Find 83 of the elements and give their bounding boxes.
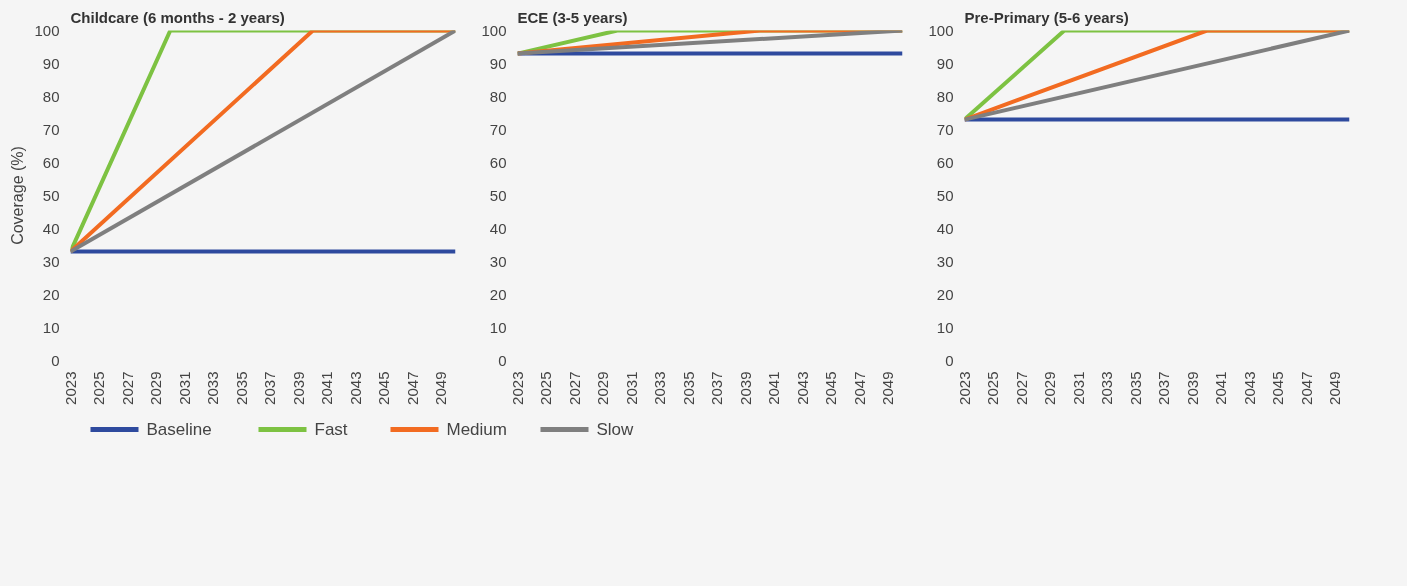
x-tick-label: 2033 [204, 371, 222, 405]
y-tick-label: 20 [936, 285, 954, 303]
x-tick-label: 2045 [1269, 371, 1287, 405]
x-tick-label: 2031 [1069, 371, 1087, 405]
x-tick-label: 2023 [508, 371, 526, 405]
y-tick-label: 50 [489, 186, 507, 204]
y-tick-label: 60 [42, 153, 60, 171]
y-tick-label: 80 [489, 87, 507, 105]
x-tick-label: 2029 [1041, 371, 1059, 405]
x-tick-label: 2039 [1183, 371, 1201, 405]
y-tick-label: 80 [42, 87, 60, 105]
y-tick-label: 0 [498, 351, 507, 369]
y-tick-label: 20 [42, 285, 60, 303]
y-tick-label: 100 [34, 21, 60, 39]
x-tick-label: 2037 [1155, 371, 1173, 405]
x-tick-label: 2029 [147, 371, 165, 405]
x-tick-label: 2045 [822, 371, 840, 405]
y-tick-label: 20 [489, 285, 507, 303]
y-tick-label: 50 [42, 186, 60, 204]
y-tick-label: 100 [928, 21, 954, 39]
y-tick-label: 10 [936, 318, 954, 336]
x-tick-label: 2033 [1098, 371, 1116, 405]
y-tick-label: 80 [936, 87, 954, 105]
x-tick-label: 2023 [955, 371, 973, 405]
x-tick-label: 2049 [432, 371, 450, 405]
legend-label: Slow [596, 420, 635, 439]
x-tick-label: 2025 [537, 371, 555, 405]
y-tick-label: 70 [42, 120, 60, 138]
y-axis-title: Coverage (%) [9, 146, 27, 245]
y-tick-label: 60 [489, 153, 507, 171]
x-tick-label: 2041 [1212, 371, 1230, 405]
x-tick-label: 2025 [90, 371, 108, 405]
x-tick-label: 2037 [708, 371, 726, 405]
x-tick-label: 2027 [1012, 371, 1030, 405]
legend-label: Medium [446, 420, 507, 439]
x-tick-label: 2043 [346, 371, 364, 405]
y-tick-label: 70 [936, 120, 954, 138]
x-tick-label: 2033 [651, 371, 669, 405]
x-tick-label: 2049 [1326, 371, 1344, 405]
x-tick-label: 2035 [232, 371, 250, 405]
chart-title: Pre-Primary (5-6 years) [964, 8, 1129, 26]
x-tick-label: 2027 [565, 371, 583, 405]
y-tick-label: 10 [42, 318, 60, 336]
x-tick-label: 2039 [736, 371, 754, 405]
y-tick-label: 10 [489, 318, 507, 336]
y-tick-label: 90 [42, 54, 60, 72]
x-tick-label: 2035 [1126, 371, 1144, 405]
x-tick-label: 2043 [793, 371, 811, 405]
x-tick-label: 2027 [118, 371, 136, 405]
y-tick-label: 90 [936, 54, 954, 72]
x-tick-label: 2049 [879, 371, 897, 405]
x-tick-label: 2023 [61, 371, 79, 405]
x-tick-label: 2047 [1297, 371, 1315, 405]
x-tick-label: 2039 [289, 371, 307, 405]
x-tick-label: 2037 [261, 371, 279, 405]
x-tick-label: 2031 [175, 371, 193, 405]
chart-title: Childcare (6 months - 2 years) [70, 8, 285, 26]
y-tick-label: 70 [489, 120, 507, 138]
x-tick-label: 2047 [850, 371, 868, 405]
x-tick-label: 2025 [984, 371, 1002, 405]
y-tick-label: 40 [42, 219, 60, 237]
legend-label: Fast [314, 420, 348, 439]
y-tick-label: 0 [51, 351, 60, 369]
y-tick-label: 40 [489, 219, 507, 237]
x-tick-label: 2029 [594, 371, 612, 405]
y-tick-label: 90 [489, 54, 507, 72]
x-tick-label: 2043 [1240, 371, 1258, 405]
chart-title: ECE (3-5 years) [517, 8, 628, 26]
x-tick-label: 2031 [622, 371, 640, 405]
y-tick-label: 30 [489, 252, 507, 270]
x-tick-label: 2041 [318, 371, 336, 405]
y-tick-label: 100 [481, 21, 507, 39]
x-tick-label: 2041 [765, 371, 783, 405]
x-tick-label: 2047 [403, 371, 421, 405]
y-tick-label: 40 [936, 219, 954, 237]
x-tick-label: 2045 [375, 371, 393, 405]
y-tick-label: 50 [936, 186, 954, 204]
y-tick-label: 0 [945, 351, 954, 369]
legend-label: Baseline [146, 420, 212, 439]
x-tick-label: 2035 [679, 371, 697, 405]
y-tick-label: 30 [936, 252, 954, 270]
y-tick-label: 30 [42, 252, 60, 270]
y-tick-label: 60 [936, 153, 954, 171]
